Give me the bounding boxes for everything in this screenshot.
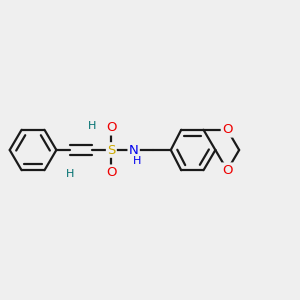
- Text: N: N: [129, 143, 139, 157]
- Text: H: H: [88, 121, 96, 131]
- Text: S: S: [107, 143, 116, 157]
- Text: H: H: [133, 156, 141, 166]
- Text: O: O: [106, 121, 117, 134]
- Text: H: H: [66, 169, 74, 179]
- Text: O: O: [222, 164, 232, 177]
- Text: O: O: [106, 166, 117, 179]
- Text: O: O: [222, 123, 232, 136]
